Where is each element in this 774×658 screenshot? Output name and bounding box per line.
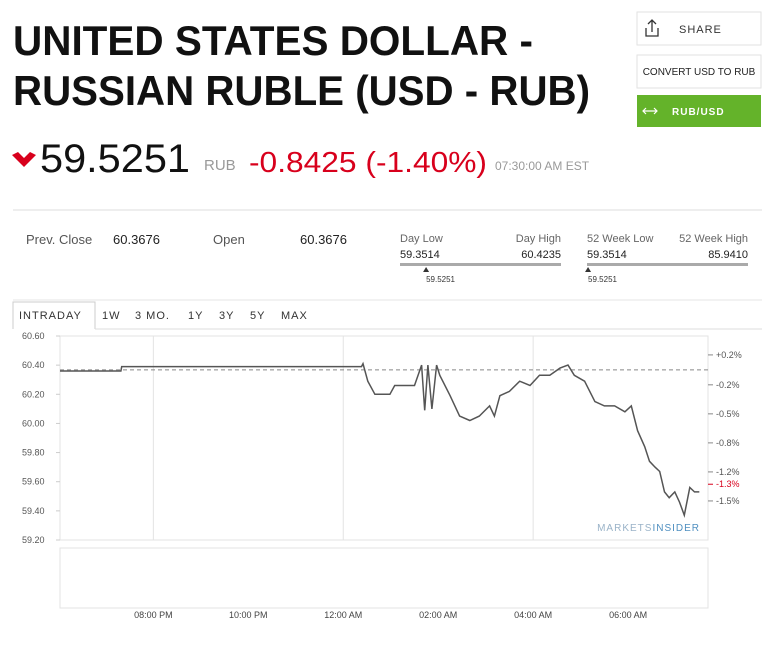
button-box	[636, 54, 762, 89]
tab[interactable]: 1W	[102, 310, 121, 322]
tab[interactable]: 5Y	[250, 310, 265, 322]
active-tab-box	[12, 301, 96, 329]
title: UNITED STATES DOLLAR -	[13, 17, 533, 64]
y2-tick-label: -0.2%	[716, 380, 740, 390]
y-tick-label: 60.40	[22, 360, 45, 370]
y-tick-label: 59.20	[22, 535, 45, 545]
range-bar	[587, 263, 748, 266]
x-tick-label: 10:00 PM	[229, 610, 268, 620]
stat-value: 60.4235	[521, 249, 561, 261]
tab[interactable]: 3 MO.	[135, 310, 170, 322]
y-tick-label: 59.40	[22, 506, 45, 516]
watermark: MARKETSINSIDER	[597, 523, 700, 534]
range-marker	[585, 267, 592, 272]
y-tick-label: 59.80	[22, 448, 45, 458]
volume-panel	[59, 547, 709, 609]
price-line	[60, 361, 700, 518]
tab[interactable]: MAX	[281, 310, 308, 322]
stat-value: 60.3676	[300, 232, 347, 247]
x-tick-label: 04:00 AM	[514, 610, 552, 620]
stat-label: Prev. Close	[26, 232, 92, 247]
y-tick-label: 59.60	[22, 477, 45, 487]
stat-label: 52 Week High	[679, 233, 748, 245]
currency: RUB	[204, 157, 236, 174]
quote-time: 07:30:00 AM EST	[495, 159, 590, 173]
range-current: 59.5251	[588, 275, 617, 284]
x-tick-label: 02:00 AM	[419, 610, 457, 620]
title: RUSSIAN RUBLE (USD - RUB)	[13, 67, 590, 114]
stat-value: 60.3676	[113, 232, 160, 247]
price: 59.5251	[40, 137, 190, 181]
convert-button[interactable]: CONVERT USD TO RUB	[636, 54, 762, 89]
change: -0.8425 (-1.40%)	[249, 147, 487, 179]
button-label: RUB/USD	[672, 107, 725, 118]
last-marker-label: -1.3%	[716, 479, 740, 489]
x-tick-label: 06:00 AM	[609, 610, 647, 620]
y-tick-label: 60.20	[22, 389, 45, 399]
y-tick-label: 60.00	[22, 418, 45, 428]
range-marker	[423, 267, 430, 272]
share-icon	[645, 19, 659, 37]
x-tick-label: 12:00 AM	[324, 610, 362, 620]
y2-tick-label: +0.2%	[716, 350, 742, 360]
y2-tick-label: -1.2%	[716, 467, 740, 477]
invert-button[interactable]: RUB/USD	[637, 95, 761, 127]
button-label: SHARE	[679, 24, 722, 36]
swap-icon	[642, 107, 658, 115]
range-bar	[400, 263, 561, 266]
y2-tick-label: -1.5%	[716, 496, 740, 506]
down-arrow	[12, 152, 36, 167]
x-tick-label: 08:00 PM	[134, 610, 173, 620]
stat-value: 85.9410	[708, 249, 748, 261]
tab[interactable]: INTRADAY	[19, 310, 82, 322]
stat-label: Open	[213, 232, 245, 247]
button-label: CONVERT USD TO RUB	[643, 67, 756, 78]
share-button[interactable]: SHARE	[636, 11, 762, 46]
y-tick-label: 60.60	[22, 331, 45, 341]
stat-value: 59.3514	[587, 249, 627, 261]
stat-label: 52 Week Low	[587, 233, 654, 245]
y2-tick-label: -0.8%	[716, 438, 740, 448]
watermark-part: INSIDER	[652, 523, 700, 534]
tab[interactable]: 1Y	[188, 310, 203, 322]
range-current: 59.5251	[426, 275, 455, 284]
y2-tick-label: -0.5%	[716, 409, 740, 419]
stat-label: Day Low	[400, 233, 443, 245]
stat-label: Day High	[516, 233, 561, 245]
watermark-part: MARKETS	[597, 523, 652, 534]
stat-value: 59.3514	[400, 249, 440, 261]
tab[interactable]: 3Y	[219, 310, 234, 322]
